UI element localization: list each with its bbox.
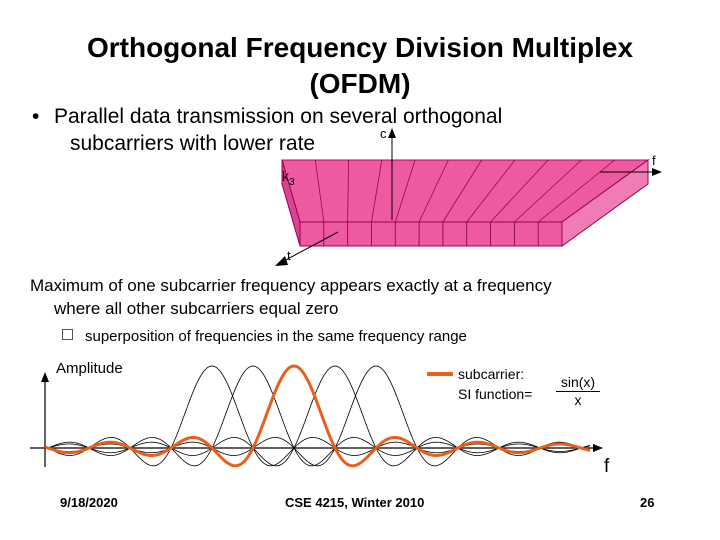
sub-bullet: superposition of frequencies in the same… (62, 328, 467, 345)
label-k-sub: 3 (289, 176, 295, 188)
label-k: k (282, 168, 289, 184)
footer-date: 9/18/2020 (60, 495, 118, 510)
legend-line-2: SI function= (458, 386, 533, 402)
subcarrier-dividers-front (323, 222, 539, 246)
formula-numerator: sin(x) (556, 374, 600, 392)
block-left-face (281, 159, 301, 247)
paragraph-line-2: where all other subcarriers equal zero (54, 299, 339, 318)
footer-page-number: 26 (640, 495, 655, 510)
subcarrier-divider-top (514, 159, 582, 223)
plot-y-axis-arrow (41, 372, 49, 382)
subcarrier-block (281, 159, 650, 247)
subcarrier-divider-top (466, 159, 516, 223)
subcarrier-divider-top (394, 159, 416, 223)
c-axis-arrow (388, 128, 396, 138)
subcarrier-divider-top (418, 159, 449, 223)
title-line-2: (OFDM) (309, 68, 411, 99)
block-side-face (561, 159, 649, 247)
spectrum-plot (30, 364, 603, 468)
checkbox-bullet-icon (62, 329, 73, 340)
label-t: t (287, 248, 291, 263)
sub-bullet-text: superposition of frequencies in the same… (85, 328, 467, 345)
subcarrier-divider-top (371, 159, 383, 223)
orthogonality-paragraph: Maximum of one subcarrier frequency appe… (30, 274, 690, 320)
subcarrier-divider-top (314, 159, 325, 223)
sinc-curves (44, 364, 591, 468)
plot-x-axis-arrow (593, 444, 603, 452)
sinc-formula: sin(x) x (556, 374, 600, 409)
formula-denominator: x (574, 392, 582, 408)
subcarrier-divider-top (347, 159, 349, 223)
bullet-line-1: Parallel data transmission on several or… (54, 105, 503, 128)
subcarrier-dividers-top (314, 159, 615, 223)
title-line-1: Orthogonal Frequency Division Multiplex (86, 32, 634, 63)
block-front-face (299, 221, 563, 247)
amplitude-label: Amplitude (56, 360, 123, 377)
t-axis-arrow (275, 256, 288, 266)
subcarrier-divider-top (442, 159, 482, 223)
footer-course: CSE 4215, Winter 2010 (285, 495, 425, 510)
frequency-axis-label: f (604, 456, 610, 477)
bullet-line-2: subcarriers with lower rate (70, 132, 316, 155)
paragraph-line-1: Maximum of one subcarrier frequency appe… (30, 276, 552, 295)
label-k3: k3 (282, 168, 295, 188)
legend-line-1: subcarrier: (458, 366, 525, 382)
highlighted-subcarrier-curve (44, 364, 591, 468)
label-f: f (652, 153, 656, 168)
bullet-dot: • (32, 105, 40, 128)
label-c: c (380, 126, 387, 141)
legend-swatch (427, 372, 453, 376)
f-axis-arrow (652, 168, 662, 176)
subcarrier-divider-top (490, 159, 549, 223)
main-bullet: • Parallel data transmission on several o… (32, 103, 502, 157)
legend-text: subcarrier: SI function= (458, 364, 532, 404)
block-axes (275, 128, 662, 266)
subcarrier-divider-top (537, 159, 615, 223)
slide-title: Orthogonal Frequency Division Multiplex … (20, 30, 700, 102)
